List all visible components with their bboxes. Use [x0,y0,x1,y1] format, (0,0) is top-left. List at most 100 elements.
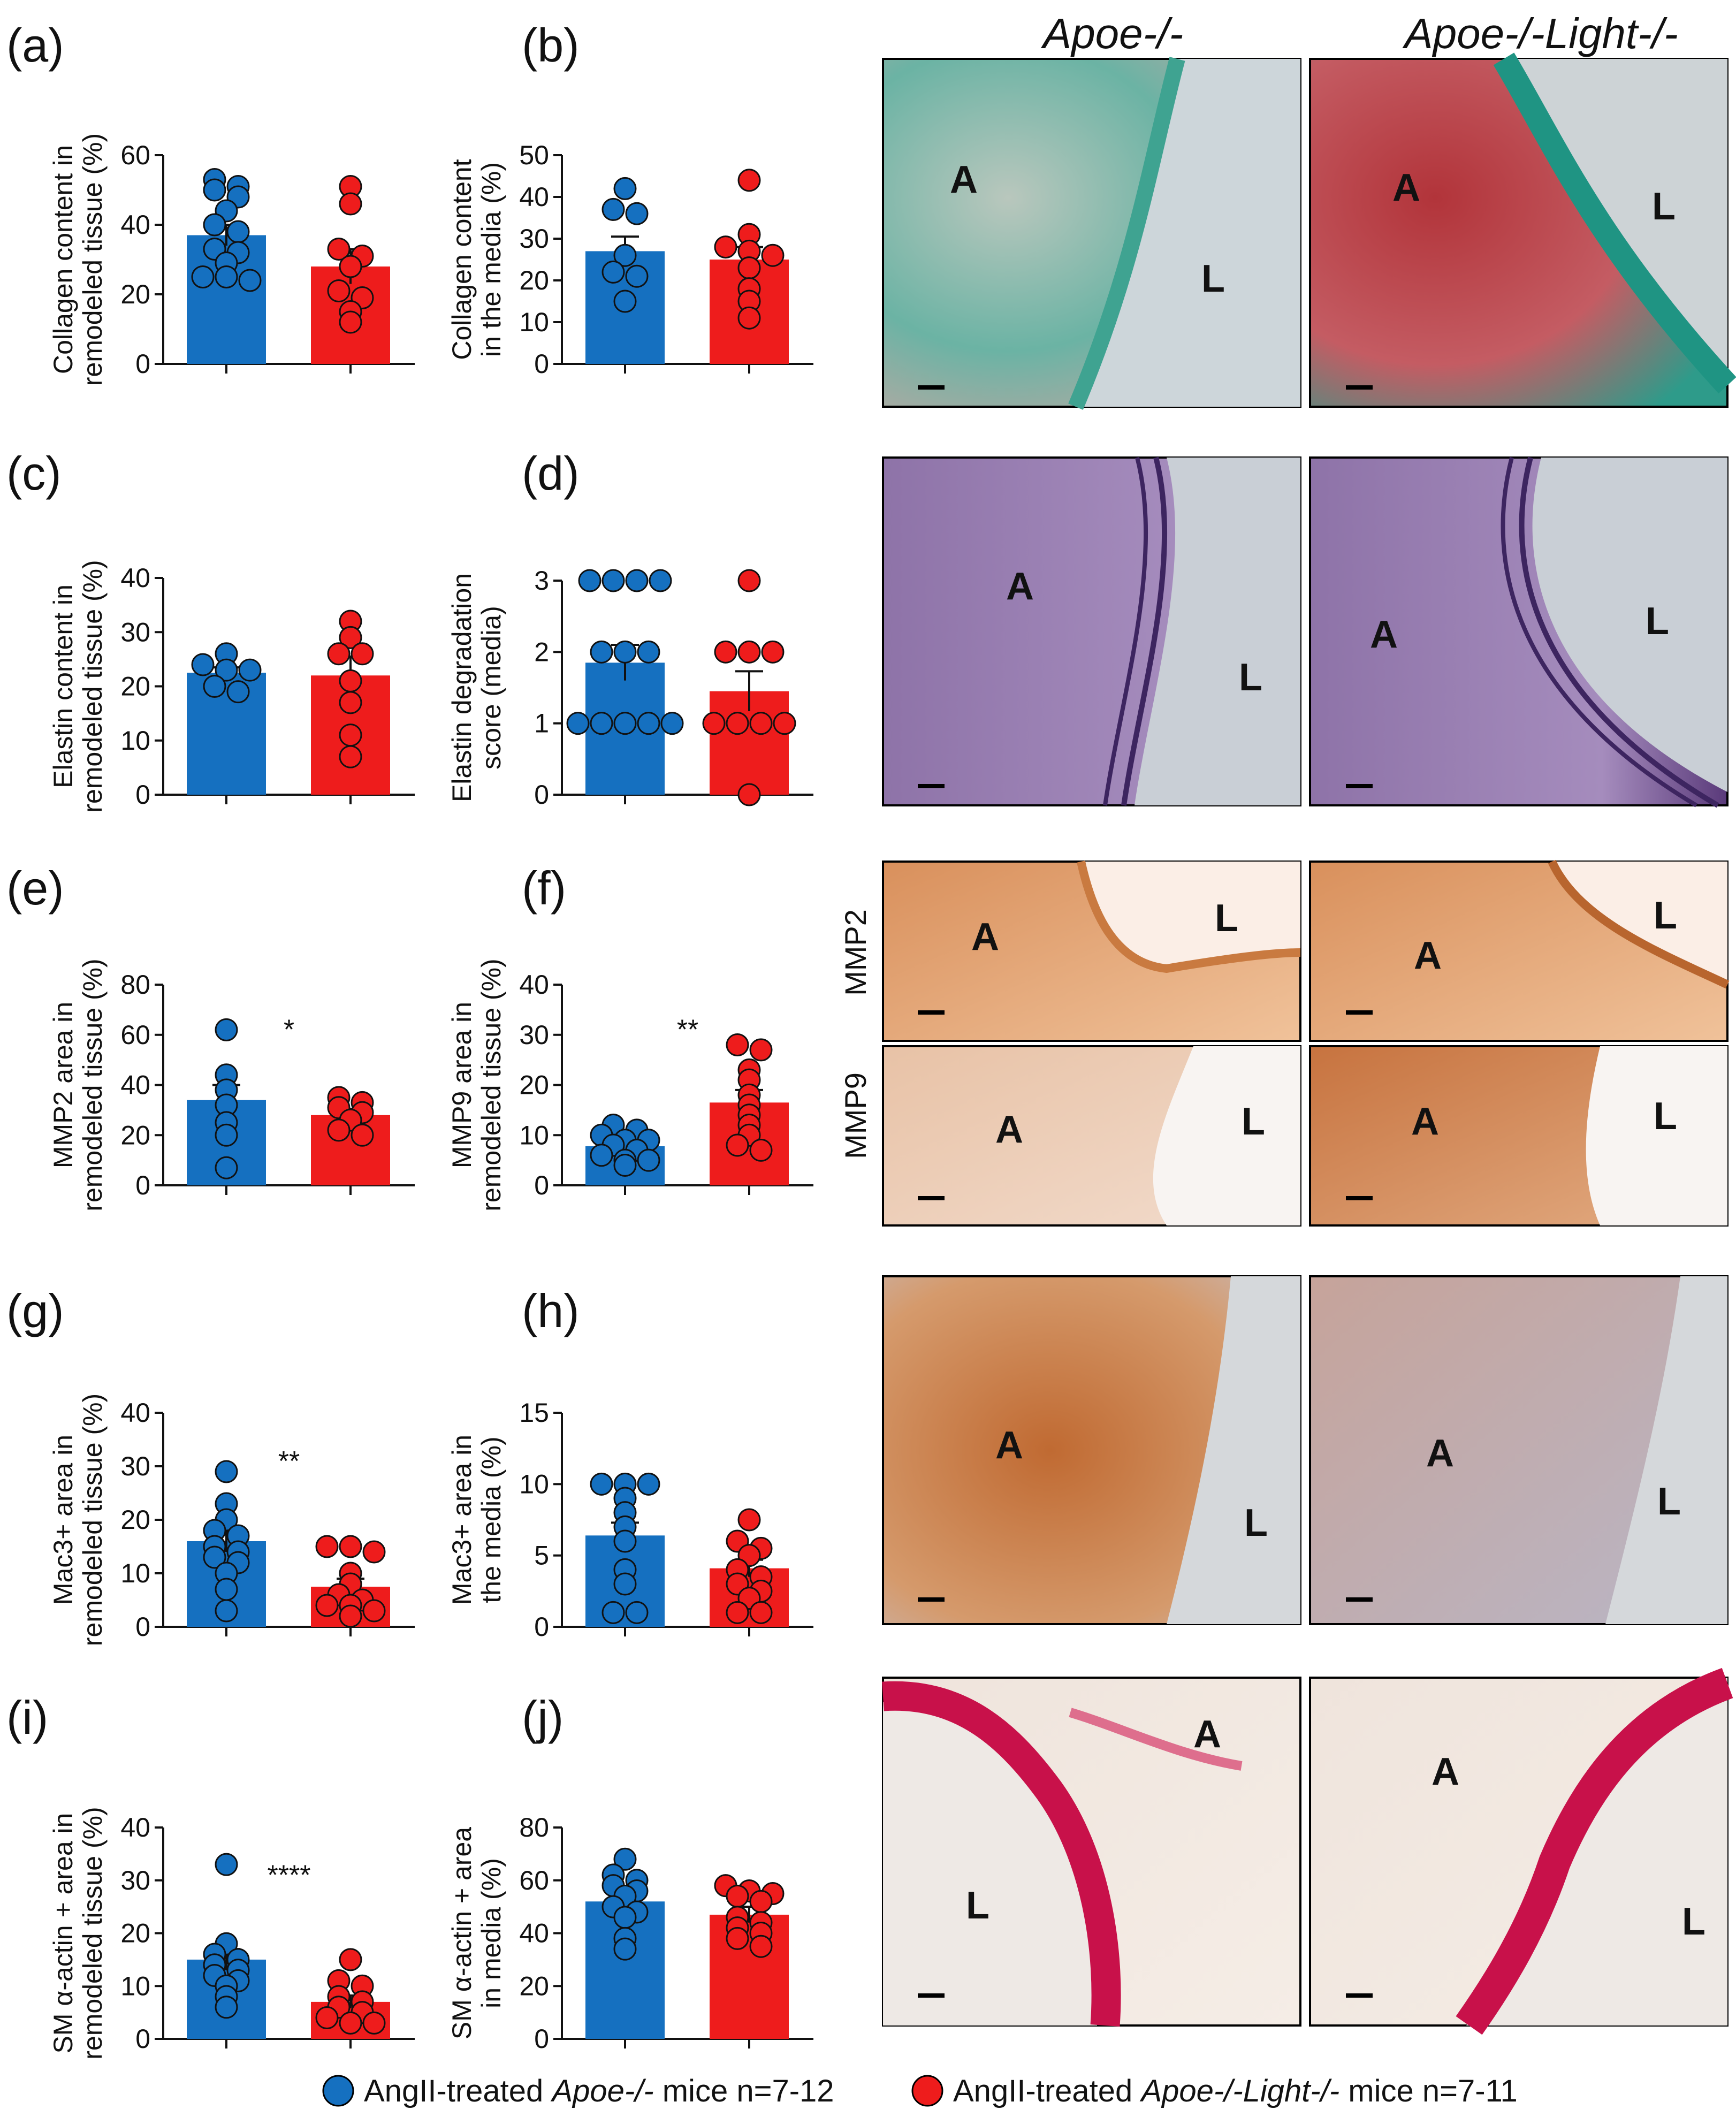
data-point-apoe [625,1601,649,1624]
label-lumen: L [1215,897,1238,940]
legend-marker-light [911,2075,943,2107]
data-point-apoe-light [362,2011,386,2035]
data-point-apoe [203,1545,226,1569]
legend-light-genotype: Apoe-/-Light-/- [1139,2074,1339,2108]
data-point-apoe [215,1996,238,2019]
scale-bar [1346,1196,1373,1200]
y-axis-label: MMP2 area in [48,1002,78,1168]
panel-label-b: (b) [522,19,580,72]
label-lumen: L [1654,1095,1677,1138]
y-axis-label: score (media) [476,606,506,770]
y-axis-label: remodeled tissue (%) [78,560,108,812]
chart-d: 0 1 2 3 Elastin degradation score (media) [447,566,813,810]
y-axis-label: remodeled tissue (%) [476,958,506,1211]
scale-bar [1346,1993,1373,1998]
data-point-apoe-light [339,1948,362,1971]
label-adventitia: A [1392,166,1420,209]
data-point-apoe-light [737,640,761,664]
legend-light-prefix: AngII-treated [953,2074,1141,2108]
label-adventitia: A [1426,1432,1454,1475]
data-point-apoe-light [339,2011,362,2035]
data-point-apoe-light [726,1926,749,1950]
data-point-apoe-light [761,243,785,267]
y-tick-label: 30 [519,1020,549,1050]
legend-apoe-genotype: Apoe-/- [550,2074,653,2108]
y-axis-label: Elastin degradation [447,573,477,802]
y-axis-label: Mac3+ area in [48,1435,78,1605]
data-point-apoe [578,569,601,592]
data-point-apoe-light [737,1508,761,1532]
y-axis-label: remodeled tissue (%) [78,1807,108,2059]
data-point-apoe [637,712,660,735]
data-point-apoe [613,640,637,664]
data-point-apoe [613,1937,637,1961]
bar-apoe [187,673,266,795]
y-axis-label: Collagen content in [48,145,78,374]
data-point-apoe-light [351,1123,374,1147]
data-point-apoe-light [714,640,737,664]
scale-bar [918,784,945,788]
y-tick-label: 40 [120,1813,150,1842]
data-point-apoe-light [327,642,351,666]
panel-label-g: (g) [6,1284,64,1337]
y-axis-label: SM α-actin + area [447,1827,477,2039]
data-point-apoe [203,213,226,237]
y-tick-label: 20 [120,1918,150,1948]
data-point-apoe-light [351,642,374,666]
y-axis-label: in the media (%) [476,162,506,357]
data-point-apoe-light [726,1133,749,1157]
row-label-mmp9: MMP9 [839,1072,872,1159]
data-point-apoe [215,1853,238,1876]
data-point-apoe-light [702,712,726,735]
data-point-apoe-light [737,256,761,280]
panel-label-d: (d) [522,447,580,500]
data-point-apoe [590,712,613,735]
data-point-apoe-light [749,1038,773,1062]
data-point-apoe [238,658,262,682]
y-tick-label: 3 [534,566,549,596]
panel-label-e: (e) [6,862,64,915]
micrograph-mac3-apoe: A L [882,1275,1301,1625]
y-axis-label: SM α-actin + area in [48,1813,78,2054]
y-tick-label: 80 [519,1813,549,1842]
data-point-apoe [625,202,649,225]
chart-a: 0 20 40 60 Collagen content in remodeled tiss… [48,133,415,386]
data-point-apoe [613,1529,637,1553]
chart-b: 0 10 20 30 40 50 Collagen content in the media … [447,140,813,379]
chart-e: 0 20 40 60 80 MMP2 area in remodeled tissue (%… [48,958,415,1212]
label-adventitia: A [950,158,978,201]
significance-marker: ** [677,1014,698,1045]
panel-label-c: (c) [6,447,62,500]
bar-apoe-light [710,1914,789,2039]
data-point-apoe-light [773,712,796,735]
label-adventitia: A [995,1424,1023,1467]
data-point-apoe [215,1460,238,1483]
legend: AngII-treated Apoe-/- mice n=7-12 AngII-… [322,2074,1518,2108]
data-point-apoe-light [737,169,761,192]
y-tick-label: 40 [120,563,150,593]
data-point-apoe [566,712,590,735]
label-adventitia: A [995,1108,1023,1151]
row-label-mmp2: MMP2 [839,909,872,996]
y-tick-label: 60 [519,1865,549,1895]
data-point-apoe-light [315,2006,339,2029]
micrograph-mmp9-apoe-light: A L [1309,1045,1729,1227]
y-tick-label: 10 [519,1469,549,1499]
micrograph-collagen-apoe: A L [882,57,1301,410]
y-tick-label: 20 [120,279,150,309]
y-tick-label: 10 [120,726,150,756]
label-lumen: L [1242,1100,1265,1143]
y-axis-label: Mac3+ area in [447,1435,477,1605]
panel-label-f: (f) [522,862,566,915]
data-point-apoe [613,243,637,267]
micrograph-mmp2-apoe: A L [882,860,1301,1042]
data-point-apoe [613,290,637,313]
micrograph-mac3-apoe-light: A L [1309,1275,1729,1625]
legend-label-light: AngII-treated Apoe-/-Light-/- mice n=7-1… [953,2074,1518,2108]
data-point-apoe [215,1156,238,1179]
data-point-apoe [601,197,625,221]
label-lumen: L [1657,1480,1681,1523]
y-axis-label: the media (%) [476,1436,506,1603]
micrograph-sma-apoe-light: A L [1309,1667,1733,2035]
data-point-apoe-light [737,783,761,806]
